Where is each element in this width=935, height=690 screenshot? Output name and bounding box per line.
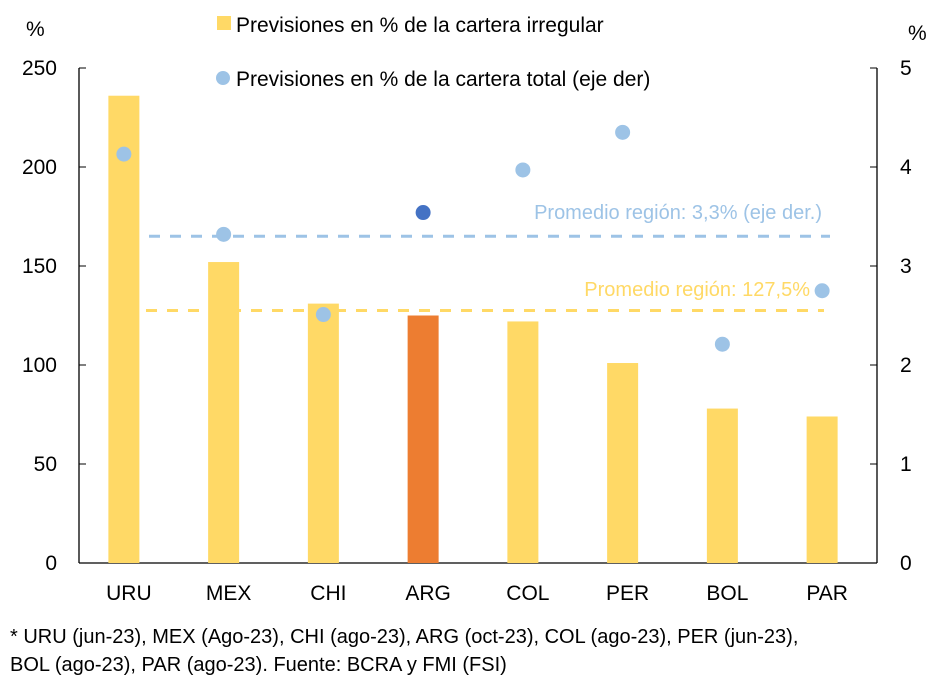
right-axis-tick-label: 4 — [900, 156, 912, 179]
bar-chi — [307, 303, 339, 563]
bar-arg — [407, 315, 439, 563]
bar-uru — [108, 95, 140, 563]
right-axis-tick-label: 3 — [900, 255, 912, 278]
point-uru — [116, 146, 132, 162]
bar-bol — [706, 408, 738, 563]
bar-col — [507, 321, 539, 563]
x-axis-category-label: COL — [506, 582, 549, 605]
right-axis-tick-label: 2 — [900, 354, 912, 377]
legend-marker-points — [216, 71, 230, 85]
axes: 0 50 100 150 200 250 0 1 2 3 4 5 URU MEX CHI ARG COL PER B… — [22, 57, 912, 605]
bar-par — [806, 416, 838, 563]
legend: Previsiones en % de la cartera irregular… — [216, 14, 650, 91]
x-axis-category-label: ARG — [405, 582, 451, 605]
footnote-line-1: * URU (jun-23), MEX (Ago-23), CHI (ago-2… — [10, 626, 799, 648]
legend-marker-bars — [217, 16, 231, 30]
footnote: * URU (jun-23), MEX (Ago-23), CHI (ago-2… — [10, 623, 930, 679]
point-chi — [315, 307, 331, 323]
left-axis-tick-label: 100 — [22, 354, 57, 377]
avg-left-annotation: Promedio región: 127,5% — [584, 279, 810, 301]
right-axis-unit-label: % — [908, 22, 927, 45]
x-axis-category-label: PER — [606, 582, 649, 605]
reference-lines — [128, 234, 830, 313]
x-axis-category-label: BOL — [706, 582, 748, 605]
point-arg — [415, 205, 431, 221]
legend-label-points: Previsiones en % de la cartera total (ej… — [236, 68, 650, 91]
avg-right-annotation: Promedio región: 3,3% (eje der.) — [534, 202, 822, 224]
right-axis-tick-label: 1 — [900, 453, 912, 476]
x-axis-category-label: PAR — [806, 582, 848, 605]
footnote-line-2: BOL (ago-23), PAR (ago-23). Fuente: BCRA… — [10, 654, 507, 676]
chart: 0 50 100 150 200 250 0 1 2 3 4 5 URU MEX CHI ARG COL PER B… — [22, 14, 927, 605]
legend-label-bars: Previsiones en % de la cartera irregular — [236, 14, 604, 37]
point-col — [515, 162, 531, 178]
point-bol — [714, 336, 730, 352]
x-axis-category-label: URU — [106, 582, 152, 605]
bar-series — [108, 95, 838, 563]
right-axis-tick-label: 0 — [900, 552, 912, 575]
right-axis-tick-label: 5 — [900, 57, 912, 80]
point-mex — [216, 226, 232, 242]
left-axis-unit-label: % — [26, 18, 45, 41]
point-par — [814, 283, 830, 299]
bar-mex — [208, 262, 240, 563]
left-axis-tick-label: 200 — [22, 156, 57, 179]
scatter-series — [116, 124, 830, 352]
left-axis-tick-label: 0 — [45, 552, 57, 575]
bar-per — [607, 363, 639, 563]
left-axis-tick-label: 50 — [34, 453, 57, 476]
x-axis-category-label: CHI — [310, 582, 346, 605]
left-axis-tick-label: 250 — [22, 57, 57, 80]
point-per — [615, 124, 631, 140]
x-axis-category-label: MEX — [206, 582, 252, 605]
left-axis-tick-label: 150 — [22, 255, 57, 278]
